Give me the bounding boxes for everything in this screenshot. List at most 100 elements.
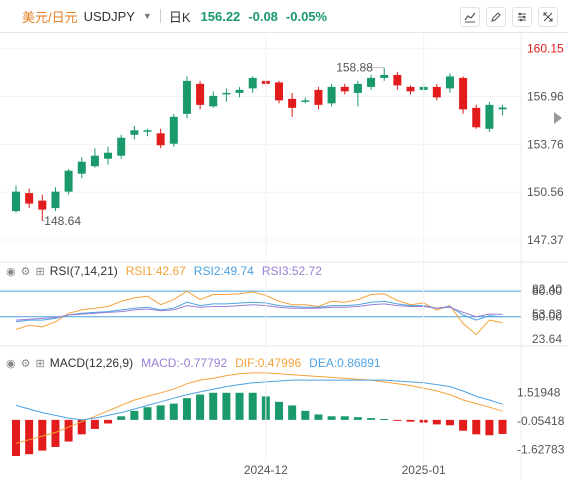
rsi-tick-label: 82.40: [532, 282, 562, 296]
macd-histogram-bar: [301, 410, 310, 420]
candle-body: [12, 191, 20, 212]
candle-body: [182, 80, 191, 114]
header-divider: [159, 9, 161, 23]
symbol-dropdown-icon[interactable]: ▼: [142, 11, 152, 21]
rsi-line: [15, 290, 503, 336]
rsi-tick-label: 80.00: [532, 284, 562, 298]
macd-histogram-bar: [472, 419, 481, 435]
rsi3-value: RSI3:52.72: [261, 264, 322, 278]
quote-header: 美元/日元 USDJPY ▼ 日K 156.22 -0.08 -0.05%: [0, 0, 568, 33]
rsi1-value: RSI1:42.67: [125, 264, 186, 278]
macd-histogram-bar: [393, 419, 402, 421]
settings-gear-icon[interactable]: ⚙: [20, 265, 31, 278]
candle-body: [485, 104, 494, 129]
candle-body: [51, 191, 60, 209]
macd-histogram-bar: [209, 392, 218, 420]
macd-histogram-bar: [288, 405, 297, 420]
candle-body: [169, 116, 178, 144]
period-selector[interactable]: 日K: [168, 9, 191, 25]
macd-histogram-bar: [314, 414, 323, 420]
macd-value: MACD:-0.77792: [141, 356, 228, 370]
candle-body: [498, 107, 507, 110]
candle-body: [248, 77, 257, 89]
dea-value: DEA:0.86891: [309, 356, 381, 370]
settings-gear-icon[interactable]: ⚙: [20, 357, 31, 370]
macd-histogram-bar: [169, 403, 178, 420]
candle-body: [222, 92, 231, 95]
macd-histogram-bar: [117, 416, 126, 420]
hide-eye-icon[interactable]: ◉: [6, 265, 16, 278]
macd-title: MACD(12,26,9): [49, 356, 134, 370]
macd-histogram-bar: [235, 392, 244, 420]
candle-body: [393, 74, 402, 86]
macd-legend: ◉ ⚙ ⊞ MACD(12,26,9) MACD:-0.77792 DIF:0.…: [0, 354, 381, 372]
candle-body: [25, 193, 34, 204]
candle-body: [301, 100, 310, 102]
candle-body: [143, 130, 152, 132]
candle-body: [472, 107, 481, 128]
rsi-title: RSI(7,14,21): [49, 264, 118, 278]
candle-body: [459, 77, 468, 110]
macd-histogram-bar: [90, 419, 99, 429]
rsi-tick-label: 50.00: [532, 310, 562, 324]
candle-body: [327, 86, 336, 104]
rsi2-value: RSI2:49.74: [193, 264, 254, 278]
macd-histogram-bar: [104, 419, 113, 424]
macd-histogram-bar: [248, 392, 257, 420]
candle-body: [235, 89, 244, 93]
candle-body: [77, 161, 86, 174]
price-change: -0.08: [248, 8, 278, 24]
indicators-icon[interactable]: [512, 7, 532, 27]
macd-pane: 1.51948 -0.05418 -1.62783: [12, 372, 565, 456]
macd-tick-label: -1.62783: [517, 442, 565, 456]
macd-histogram-bar: [182, 398, 191, 420]
hide-eye-icon[interactable]: ◉: [6, 357, 16, 370]
macd-histogram-bar: [340, 416, 349, 420]
draw-tool-icon[interactable]: [486, 7, 506, 27]
candle-body: [340, 86, 349, 92]
price-change-percent: -0.05%: [285, 8, 328, 24]
rsi-legend: ◉ ⚙ ⊞ RSI(7,14,21) RSI1:42.67 RSI2:49.74…: [0, 262, 322, 280]
symbol-name[interactable]: 美元/日元: [22, 9, 78, 25]
time-axis-label: 2024-12: [244, 463, 288, 477]
chart-style-icon[interactable]: [460, 7, 480, 27]
candle-body: [288, 98, 297, 108]
macd-histogram-bar: [156, 405, 165, 420]
dif-line: [15, 372, 503, 444]
macd-histogram-bar: [445, 419, 454, 426]
candle-body: [432, 86, 441, 98]
macd-histogram-bar: [77, 419, 86, 435]
candle-body: [209, 95, 218, 107]
candle-body: [156, 133, 165, 146]
candle-body: [117, 137, 126, 156]
price-tick-label: 160.15: [527, 42, 564, 56]
candle-body: [196, 83, 205, 105]
collapse-arrow[interactable]: [554, 112, 562, 124]
candle-body: [38, 200, 47, 210]
price-tick-label: 150.56: [527, 185, 564, 199]
low-price-label: 148.64: [44, 214, 81, 228]
fullscreen-icon[interactable]: [538, 7, 558, 27]
macd-histogram-bar: [459, 419, 468, 431]
price-tick-label: 156.96: [527, 89, 564, 103]
candle-body: [64, 170, 73, 192]
macd-tick-label: -0.05418: [517, 414, 565, 428]
macd-histogram-bar: [25, 419, 34, 455]
macd-histogram-bar: [64, 419, 73, 442]
rsi-line: [15, 300, 503, 323]
candle-body: [104, 152, 113, 159]
macd-histogram-bar: [367, 418, 376, 420]
macd-tick-label: 1.51948: [517, 385, 561, 399]
macd-histogram-bar: [130, 410, 139, 420]
symbol-code[interactable]: USDJPY: [83, 8, 135, 24]
last-price: 156.22: [200, 8, 241, 24]
dif-value: DIF:0.47996: [235, 356, 302, 370]
candle-body: [367, 77, 376, 87]
indicator-box-icon[interactable]: ⊞: [35, 265, 45, 278]
collapse-panel-icon[interactable]: [554, 112, 562, 124]
macd-histogram-bar: [432, 419, 441, 425]
indicator-box-icon[interactable]: ⊞: [35, 357, 45, 370]
